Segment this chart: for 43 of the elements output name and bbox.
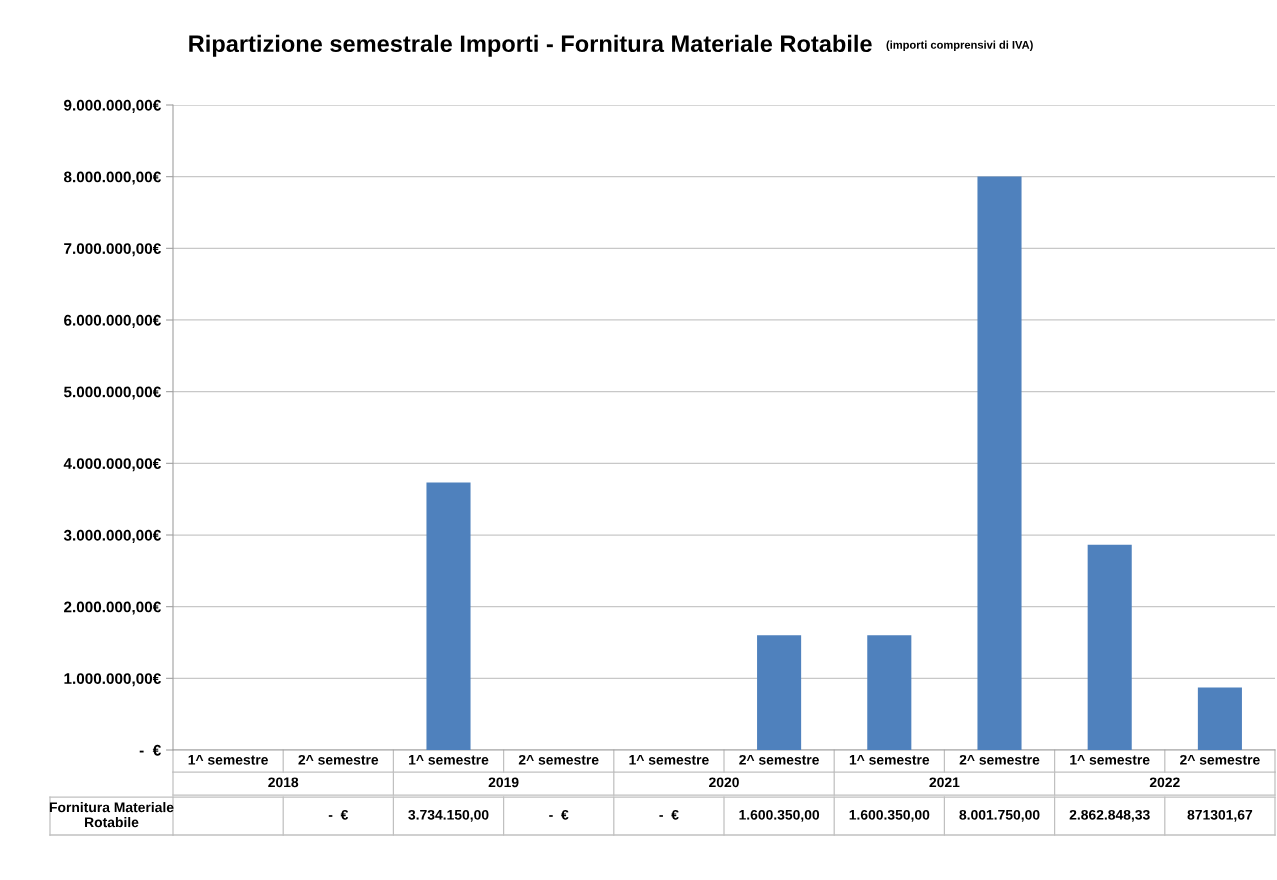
text: 2022 <box>1149 777 1180 788</box>
data-label: 871301,67 <box>1187 809 1253 822</box>
bar <box>1087 544 1132 750</box>
y-tick-label: 1.000.000,00€ <box>64 673 161 687</box>
x-tick-label: 2^ semestre <box>518 754 599 765</box>
data-label: - € <box>328 809 349 820</box>
x-tick-label: 2^ semestre <box>739 754 819 765</box>
data-label: 2.862.848,33 <box>1069 809 1150 822</box>
data-label: 1.600.350,00 <box>739 809 820 822</box>
text: 2021 <box>929 777 960 788</box>
y-tick-label: 9.000.000,00€ <box>64 99 161 113</box>
x-tick-label: 2^ semestre <box>1180 754 1260 765</box>
y-tick-label: 8.000.000,00€ <box>63 171 161 185</box>
text: Fornitura Materiale Rotabile <box>49 802 174 828</box>
data-label: 3.734.150,00 <box>408 809 489 822</box>
x-tick-label: 1^ semestre <box>849 755 930 765</box>
data-label: 1.600.350,00 <box>849 809 930 822</box>
x-tick-label: 2^ semestre <box>298 754 379 765</box>
chart-subtitle: (importi comprensivi di IVA) <box>886 40 1033 51</box>
y-tick-label: - € <box>139 744 161 756</box>
bar <box>757 635 802 750</box>
y-tick-label: 4.000.000,00€ <box>63 458 161 472</box>
x-tick-label: 2^ semestre <box>959 754 1040 765</box>
y-tick-label: 6.000.000,00€ <box>64 314 161 328</box>
data-label: - € <box>659 809 679 820</box>
y-tick-label: 5.000.000,00€ <box>63 386 161 400</box>
bar <box>867 635 912 750</box>
y-tick-label: 7.000.000,00€ <box>64 243 161 257</box>
x-tick-label: 1^ semestre <box>188 755 268 765</box>
text: 2018 <box>268 777 299 788</box>
text: 2020 <box>709 777 739 788</box>
chart-title: Ripartizione semestrale Importi - Fornitura Materiale Rotabile <box>189 34 872 57</box>
y-tick-label: 3.000.000,00€ <box>63 529 161 543</box>
text: 2019 <box>488 777 519 788</box>
bar <box>977 176 1022 750</box>
x-tick-label: 1^ semestre <box>409 755 489 765</box>
x-tick-label: 1^ semestre <box>629 755 709 765</box>
x-tick-label: 1^ semestre <box>1070 755 1150 765</box>
data-label: 8.001.750,00 <box>959 809 1040 822</box>
bar <box>1197 687 1242 750</box>
bar <box>426 482 471 750</box>
data-label: - € <box>549 809 569 820</box>
y-tick-label: 2.000.000,00€ <box>64 601 161 615</box>
